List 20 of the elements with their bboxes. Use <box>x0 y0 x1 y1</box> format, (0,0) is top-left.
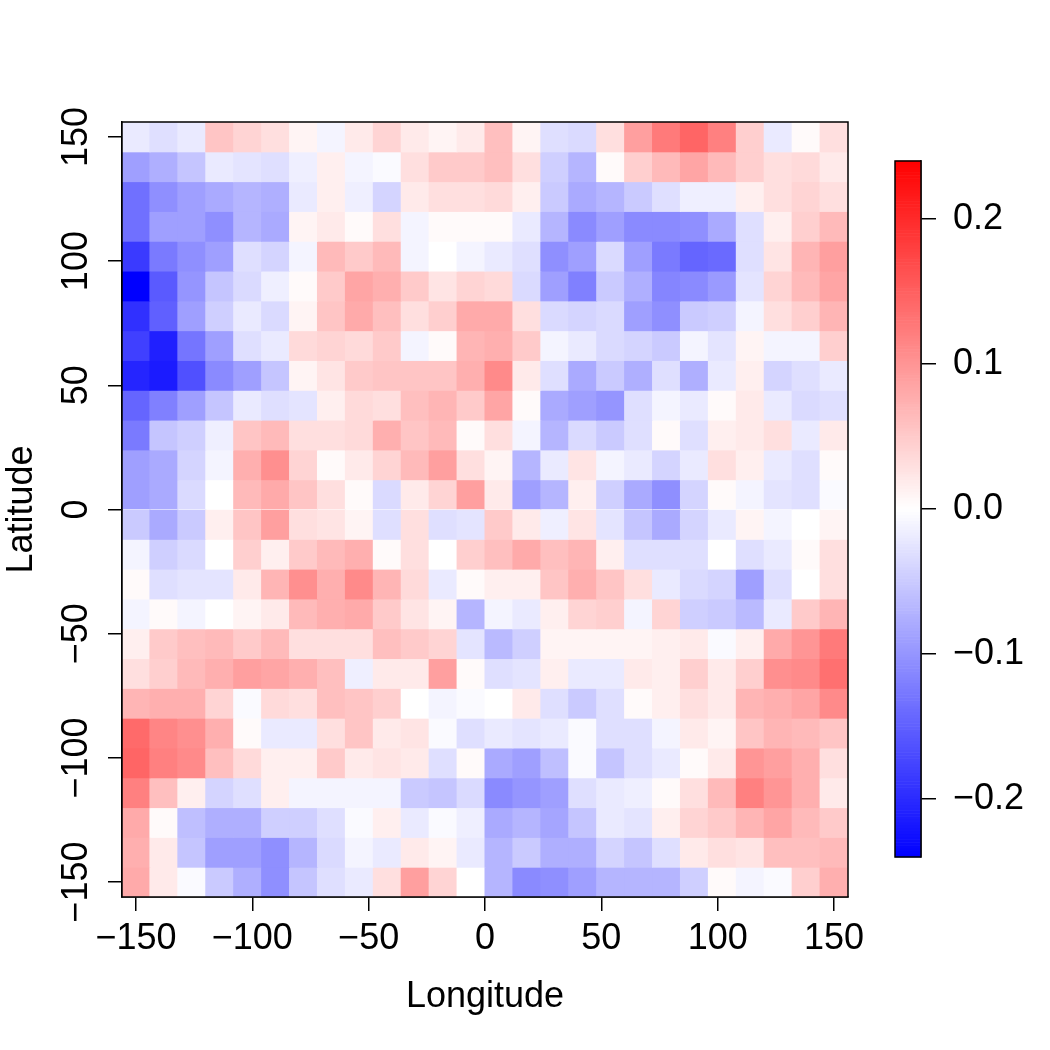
y-axis-title: Latitude <box>0 445 40 574</box>
color-bar-label: 0.1 <box>953 340 1004 382</box>
x-tick-label: −150 <box>95 915 177 957</box>
color-bar-label: 0.2 <box>953 195 1004 237</box>
y-tick-label: 0 <box>54 499 96 520</box>
x-axis-title: Longitude <box>405 974 565 1016</box>
y-tick-label: −100 <box>54 717 96 799</box>
y-tick-label: 150 <box>54 106 96 167</box>
y-tick-label: 100 <box>54 231 96 292</box>
x-tick-label: −100 <box>211 915 293 957</box>
y-tick-label: 50 <box>54 365 96 406</box>
x-tick-label: 100 <box>687 915 748 957</box>
x-tick-label: 50 <box>581 915 622 957</box>
y-tick-label: −50 <box>54 603 96 665</box>
x-tick-label: 0 <box>474 915 496 957</box>
x-tick-label: −50 <box>338 915 400 957</box>
color-bar-label: −0.1 <box>953 630 1025 672</box>
color-bar-label: 0.0 <box>953 485 1004 527</box>
color-bar-label: −0.2 <box>953 775 1025 817</box>
x-tick-label: 150 <box>804 915 865 957</box>
